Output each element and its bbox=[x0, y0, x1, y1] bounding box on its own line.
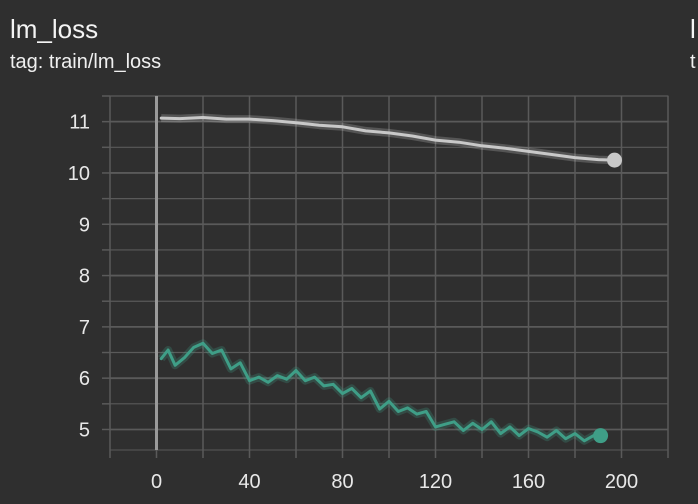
grid-layer bbox=[102, 95, 669, 458]
x-tick-label: 0 bbox=[151, 471, 162, 493]
y-tick-label: 6 bbox=[79, 368, 90, 390]
x-tick-label: 200 bbox=[605, 471, 638, 493]
y-tick-label: 11 bbox=[69, 112, 90, 134]
y-tick-label: 10 bbox=[68, 163, 90, 185]
y-tick-label: 7 bbox=[79, 317, 90, 339]
series-1-end-point[interactable] bbox=[607, 152, 623, 168]
chart-card-tag: tag: train/lm_loss bbox=[10, 51, 162, 73]
series-1-line bbox=[159, 116, 616, 162]
chart-card-title: lm_loss bbox=[10, 14, 99, 44]
series-layer bbox=[158, 113, 623, 445]
series-2-end-point[interactable] bbox=[593, 428, 609, 444]
series-2-line bbox=[159, 341, 603, 443]
y-tick-label: 9 bbox=[79, 214, 90, 236]
next-chart-card-title: l bbox=[690, 14, 696, 44]
x-tick-label: 80 bbox=[331, 471, 353, 493]
tick-layer: 0 40 80 120 160 200 5 6 7 8 9 10 11 bbox=[68, 112, 638, 493]
next-chart-card-tag: t bbox=[690, 51, 696, 73]
x-tick-label: 40 bbox=[238, 471, 260, 493]
y-tick-label: 8 bbox=[79, 266, 90, 288]
x-tick-label: 160 bbox=[512, 471, 545, 493]
x-tick-label: 120 bbox=[419, 471, 452, 493]
y-tick-label: 5 bbox=[79, 419, 90, 441]
